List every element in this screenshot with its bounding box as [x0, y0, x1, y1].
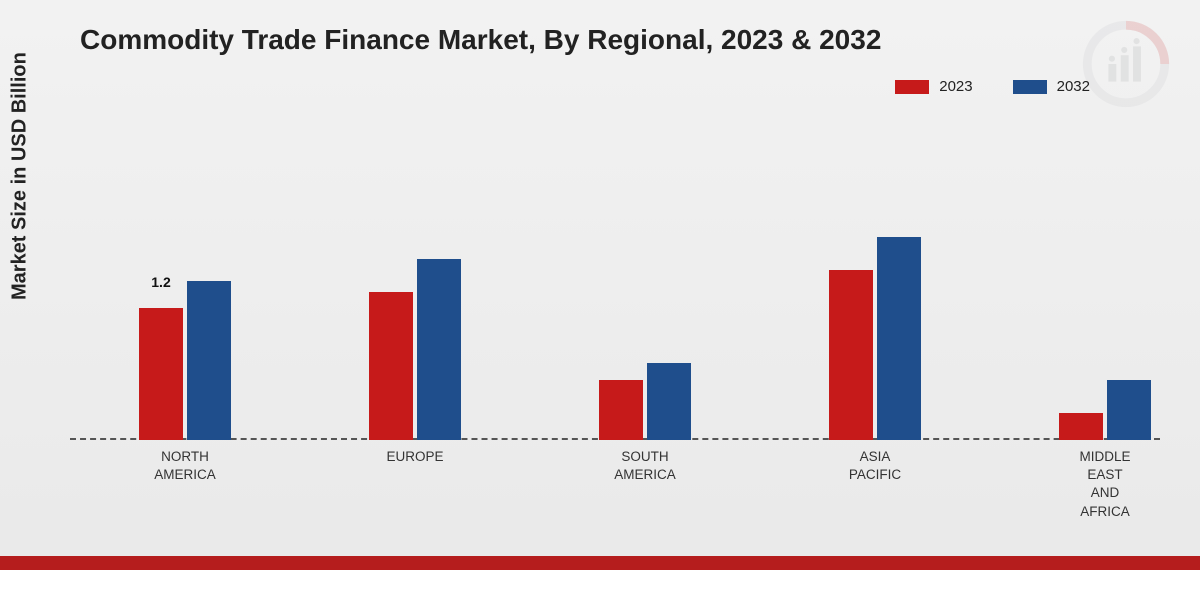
x-tick-label: NORTH AMERICA: [154, 448, 216, 484]
bar-2023: [139, 308, 183, 440]
bar-2023: [1059, 413, 1103, 440]
bar-2032: [1107, 380, 1151, 440]
legend-swatch-2023: [895, 80, 929, 94]
page-root: Commodity Trade Finance Market, By Regio…: [0, 0, 1200, 600]
bar-2023: [369, 292, 413, 440]
chart-area: 1.2 NORTH AMERICA EUROPE SOUTH AMERICA ASIA…: [70, 100, 1160, 520]
legend-label-2023: 2023: [939, 78, 972, 95]
footer-stripe: [0, 570, 1200, 600]
watermark-logo: [1082, 20, 1170, 108]
x-tick-label: EUROPE: [386, 448, 443, 466]
legend-item-2023: 2023: [895, 78, 972, 95]
bar-2023: [829, 270, 873, 440]
x-tick-label: MIDDLE EAST AND AFRICA: [1079, 448, 1130, 521]
bar-2032: [417, 259, 461, 440]
bar-2032: [187, 281, 231, 440]
legend-item-2032: 2032: [1013, 78, 1090, 95]
footer-accent-bar: [0, 556, 1200, 570]
x-tick-label: ASIA PACIFIC: [849, 448, 901, 484]
legend-label-2032: 2032: [1057, 78, 1090, 95]
legend: 2023 2032: [895, 78, 1090, 95]
bar-value-label: 1.2: [151, 274, 170, 290]
plot-area: 1.2: [70, 100, 1160, 440]
bar-2032: [877, 237, 921, 440]
legend-swatch-2032: [1013, 80, 1047, 94]
bar-2023: [599, 380, 643, 440]
chart-title: Commodity Trade Finance Market, By Regio…: [80, 24, 881, 56]
x-tick-label: SOUTH AMERICA: [614, 448, 676, 484]
y-axis-label: Market Size in USD Billion: [9, 52, 32, 300]
bar-2032: [647, 363, 691, 440]
